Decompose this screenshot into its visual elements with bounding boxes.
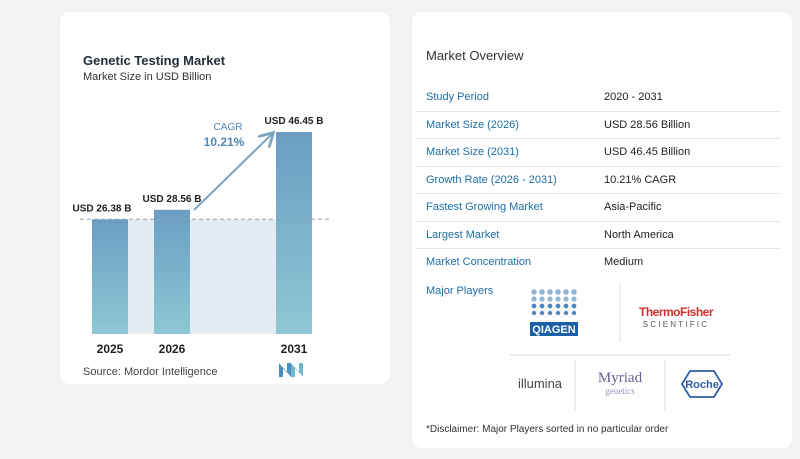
overview-row: Study Period 2020 - 2031 — [416, 84, 780, 112]
overview-value: Medium — [604, 256, 644, 269]
overview-key: Market Size (2026) — [416, 111, 594, 139]
qiagen-dot-icon — [547, 296, 553, 302]
qiagen-dot-icon — [539, 303, 545, 309]
qiagen-dot-icon — [571, 310, 577, 316]
qiagen-dot-icon — [539, 289, 545, 295]
data-label: USD 46.45 B — [265, 116, 324, 127]
overview-value: USD 28.56 Billion — [594, 111, 780, 139]
qiagen-dot-icon — [531, 303, 537, 309]
qiagen-dot-icon — [531, 289, 537, 295]
bar-chart: USD 26.38 B USD 28.56 B USD 46.45 B 2025 202… — [73, 116, 330, 356]
qiagen-dot-icon — [547, 303, 553, 309]
category-label: 2025 — [97, 342, 124, 356]
bar — [154, 209, 190, 334]
qiagen-dot-icon — [555, 289, 561, 295]
qiagen-logo-text: QIAGEN — [532, 324, 575, 336]
qiagen-dot-icon — [555, 296, 561, 302]
chart-title: Genetic Testing Market — [83, 53, 226, 68]
qiagen-dot-icon — [563, 310, 569, 316]
illumina-logo-text: illumina — [518, 376, 563, 391]
qiagen-dot-icon — [571, 296, 577, 302]
qiagen-dot-icon — [555, 303, 561, 309]
overview-value: USD 46.45 Billion — [594, 138, 780, 167]
myriad-logo: Myriad genetics — [598, 370, 643, 396]
cagr-arrow — [193, 134, 272, 211]
cagr-label: CAGR — [214, 122, 243, 133]
qiagen-dot-icon — [555, 310, 561, 316]
overview-table: Study Period 2020 - 2031 Market Size (20… — [416, 84, 780, 276]
qiagen-dot-icon — [547, 289, 553, 295]
thermofisher-logo-subtext: SCIENTIFIC — [643, 320, 709, 329]
roche-logo: Roche — [680, 370, 724, 398]
overview-value: North America — [594, 221, 780, 249]
qiagen-dot-icon — [563, 303, 569, 309]
overview-key: Largest Market — [416, 221, 594, 249]
overview-key: Fastest Growing Market — [416, 193, 594, 222]
overview-title: Market Overview — [426, 48, 524, 63]
myriad-logo-text: Myriad — [598, 370, 643, 386]
overview-key: Market Concentration — [426, 256, 532, 269]
disclaimer-text: *Disclaimer: Major Players sorted in no … — [426, 424, 669, 435]
overview-key: Growth Rate (2026 - 2031) — [416, 166, 594, 194]
major-players-label: Major Players — [426, 285, 494, 297]
overview-row: Market Concentration Medium — [416, 249, 780, 276]
cagr-value: 10.21% — [204, 135, 245, 149]
category-label: 2031 — [281, 342, 308, 356]
qiagen-dot-icon — [547, 310, 553, 316]
overview-row: Growth Rate (2026 - 2031) 10.21% CAGR — [416, 166, 780, 194]
qiagen-dot-icon — [563, 296, 569, 302]
chart-subtitle: Market Size in USD Billion — [83, 71, 212, 83]
overview-key: Study Period — [416, 84, 594, 112]
overview-row: Market Size (2026) USD 28.56 Billion — [416, 111, 780, 139]
mordor-logo-icon — [279, 363, 303, 377]
overview-key: Market Size (2031) — [416, 138, 594, 167]
thermofisher-logo: ThermoFisher SCIENTIFIC — [639, 305, 714, 329]
qiagen-dot-icon — [571, 303, 577, 309]
qiagen-dot-icon — [539, 310, 545, 316]
overview-value: 2020 - 2031 — [594, 84, 780, 112]
illumina-logo: illumina — [518, 376, 563, 391]
shaded-region — [128, 219, 276, 334]
bar — [92, 219, 128, 334]
overview-row: Fastest Growing Market Asia-Pacific — [416, 193, 780, 222]
qiagen-dot-icon — [571, 289, 577, 295]
overview-row: Largest Market North America — [416, 221, 780, 249]
myriad-logo-subtext: genetics — [605, 386, 635, 396]
qiagen-dot-icon — [539, 296, 545, 302]
overview-value: 10.21% CAGR — [594, 166, 780, 194]
qiagen-logo: QIAGEN — [530, 289, 578, 336]
data-label: USD 26.38 B — [73, 203, 132, 214]
bar — [276, 132, 312, 334]
source-text: Source: Mordor Intelligence — [83, 366, 218, 378]
category-label: 2026 — [159, 342, 186, 356]
qiagen-dot-icon — [531, 296, 537, 302]
overview-value: Asia-Pacific — [594, 193, 780, 222]
qiagen-dot-icon — [563, 289, 569, 295]
thermofisher-logo-text: ThermoFisher — [639, 305, 714, 319]
qiagen-dot-icon — [531, 310, 537, 316]
roche-logo-text: Roche — [685, 379, 719, 391]
data-label: USD 28.56 B — [143, 194, 202, 205]
major-players-logos: QIAGEN ThermoFisher SCIENTIFIC illumina … — [510, 284, 730, 410]
overview-row: Market Size (2031) USD 46.45 Billion — [416, 138, 780, 167]
